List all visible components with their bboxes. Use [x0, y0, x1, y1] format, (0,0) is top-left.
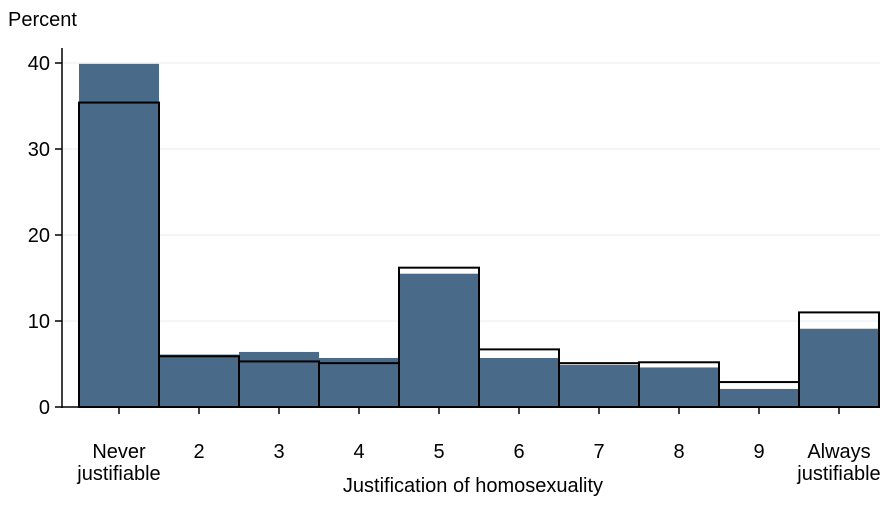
x-axis-title: Justification of homosexuality [343, 475, 603, 497]
y-tick-label: 10 [28, 311, 50, 333]
bar-filled [479, 357, 559, 407]
bar-filled [159, 354, 239, 407]
x-tick-label: 5 [433, 441, 444, 463]
y-tick-label: 0 [39, 397, 50, 419]
y-tick-label: 40 [28, 53, 50, 75]
bar-filled [799, 328, 879, 407]
x-tick-label: 2 [193, 441, 204, 463]
bar-filled [559, 364, 639, 407]
x-tick-label: Always justifiable [796, 441, 880, 485]
x-tick-label: 8 [673, 441, 684, 463]
y-axis-title: Percent [8, 9, 77, 31]
x-tick-label: 7 [593, 441, 604, 463]
x-ticks: Never justifiable 2 3 4 5 6 7 8 9 Always justifiabl… [76, 407, 881, 485]
x-tick-label: Never justifiable [76, 441, 160, 485]
bar-filled [239, 351, 319, 407]
bar-filled [719, 388, 799, 407]
bar-filled [79, 63, 159, 408]
x-tick-label: 6 [513, 441, 524, 463]
bar-filled [319, 357, 399, 407]
x-tick-label: 4 [353, 441, 364, 463]
x-tick-label: 9 [753, 441, 764, 463]
y-ticks: 0 10 20 30 40 [28, 53, 62, 419]
y-tick-label: 20 [28, 225, 50, 247]
bar-filled [399, 273, 479, 407]
x-tick-label: 3 [273, 441, 284, 463]
y-tick-label: 30 [28, 139, 50, 161]
bar-filled [639, 367, 719, 407]
